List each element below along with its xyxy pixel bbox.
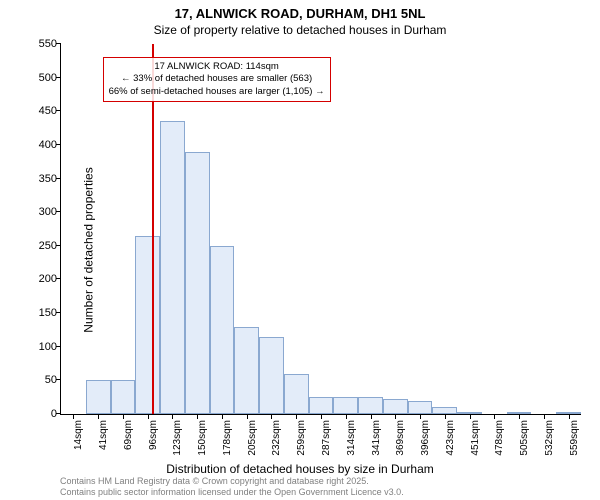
histogram-bar xyxy=(135,236,160,414)
x-tick-mark xyxy=(247,414,248,419)
y-tick-label: 0 xyxy=(51,408,61,420)
x-tick-mark xyxy=(494,414,495,419)
histogram-bar xyxy=(160,121,185,414)
x-tick-mark xyxy=(321,414,322,419)
x-tick-mark xyxy=(544,414,545,419)
x-tick-mark xyxy=(371,414,372,419)
x-tick-label: 14sqm xyxy=(73,420,84,450)
histogram-bar xyxy=(432,407,457,414)
x-tick-mark xyxy=(296,414,297,419)
histogram-bar xyxy=(383,399,408,414)
x-tick-mark xyxy=(395,414,396,419)
y-tick-label: 200 xyxy=(39,273,61,285)
x-tick-mark xyxy=(123,414,124,419)
x-tick-label: 532sqm xyxy=(544,420,555,456)
x-tick-label: 259sqm xyxy=(296,420,307,456)
x-tick-label: 451sqm xyxy=(470,420,481,456)
chart-title: 17, ALNWICK ROAD, DURHAM, DH1 5NL xyxy=(0,0,600,23)
x-tick-mark xyxy=(148,414,149,419)
histogram-bar xyxy=(185,152,210,414)
y-tick-label: 150 xyxy=(39,307,61,319)
x-axis-label: Distribution of detached houses by size … xyxy=(166,462,433,476)
x-tick-label: 178sqm xyxy=(222,420,233,456)
x-tick-label: 69sqm xyxy=(123,420,134,450)
x-tick-mark xyxy=(271,414,272,419)
histogram-bar xyxy=(333,397,358,414)
x-tick-mark xyxy=(73,414,74,419)
x-tick-label: 96sqm xyxy=(148,420,159,450)
x-tick-label: 123sqm xyxy=(172,420,183,456)
x-tick-label: 150sqm xyxy=(197,420,208,456)
x-tick-label: 341sqm xyxy=(371,420,382,456)
x-tick-label: 41sqm xyxy=(98,420,109,450)
x-tick-mark xyxy=(346,414,347,419)
histogram-bar xyxy=(111,380,136,414)
histogram-bar xyxy=(210,246,235,414)
histogram-bar xyxy=(408,401,433,414)
footer-text: Contains HM Land Registry data © Crown c… xyxy=(60,476,404,498)
x-tick-label: 232sqm xyxy=(271,420,282,456)
x-tick-mark xyxy=(519,414,520,419)
x-tick-label: 559sqm xyxy=(569,420,580,456)
y-tick-label: 500 xyxy=(39,72,61,84)
x-tick-label: 369sqm xyxy=(395,420,406,456)
footer-line1: Contains HM Land Registry data © Crown c… xyxy=(60,476,404,487)
y-tick-label: 300 xyxy=(39,206,61,218)
x-tick-mark xyxy=(420,414,421,419)
x-tick-label: 205sqm xyxy=(247,420,258,456)
y-tick-label: 250 xyxy=(39,240,61,252)
chart-container: 17, ALNWICK ROAD, DURHAM, DH1 5NL Size o… xyxy=(0,0,600,500)
histogram-bar xyxy=(259,337,284,414)
histogram-bar xyxy=(284,374,309,414)
y-tick-label: 350 xyxy=(39,173,61,185)
x-tick-mark xyxy=(98,414,99,419)
x-tick-label: 396sqm xyxy=(420,420,431,456)
x-tick-label: 505sqm xyxy=(519,420,530,456)
x-tick-label: 287sqm xyxy=(321,420,332,456)
footer-line2: Contains public sector information licen… xyxy=(60,487,404,498)
annotation-line2: ← 33% of detached houses are smaller (56… xyxy=(109,73,325,85)
y-tick-label: 100 xyxy=(39,341,61,353)
x-tick-mark xyxy=(470,414,471,419)
plot-area: 05010015020025030035040045050055014sqm41… xyxy=(60,44,581,415)
x-tick-label: 478sqm xyxy=(494,420,505,456)
x-tick-label: 314sqm xyxy=(346,420,357,456)
annotation-box: 17 ALNWICK ROAD: 114sqm← 33% of detached… xyxy=(103,57,331,102)
histogram-bar xyxy=(309,397,334,414)
x-tick-mark xyxy=(197,414,198,419)
histogram-bar xyxy=(358,397,383,414)
y-tick-label: 400 xyxy=(39,139,61,151)
chart-subtitle: Size of property relative to detached ho… xyxy=(0,23,600,41)
x-tick-label: 423sqm xyxy=(445,420,456,456)
x-tick-mark xyxy=(222,414,223,419)
y-tick-label: 50 xyxy=(45,374,61,386)
y-tick-label: 550 xyxy=(39,38,61,50)
x-tick-mark xyxy=(569,414,570,419)
histogram-bar xyxy=(86,380,111,414)
x-tick-mark xyxy=(445,414,446,419)
annotation-line1: 17 ALNWICK ROAD: 114sqm xyxy=(109,61,325,73)
x-tick-mark xyxy=(172,414,173,419)
annotation-line3: 66% of semi-detached houses are larger (… xyxy=(109,86,325,98)
histogram-bar xyxy=(234,327,259,414)
y-tick-label: 450 xyxy=(39,105,61,117)
